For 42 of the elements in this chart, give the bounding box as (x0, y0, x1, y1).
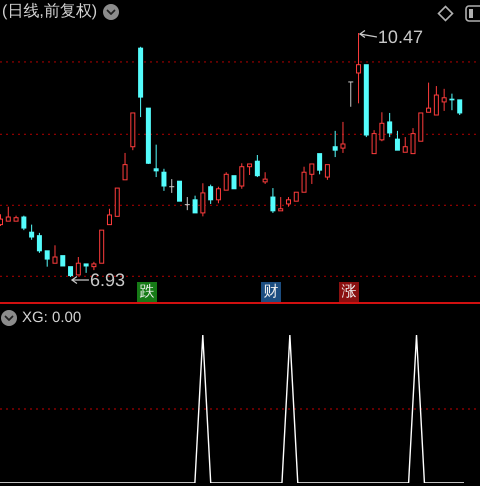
text: 涨 (339, 282, 359, 302)
candlestick (114, 188, 120, 217)
candlestick (6, 206, 11, 222)
candlestick (122, 152, 128, 180)
candlestick (184, 196, 190, 211)
candlestick (394, 130, 400, 151)
candlestick (29, 224, 34, 240)
candlestick (418, 112, 424, 142)
candlestick (317, 153, 322, 175)
candlestick (294, 192, 299, 202)
candlestick (410, 128, 416, 154)
candlestick (434, 86, 439, 116)
candlestick (192, 195, 198, 214)
candlestick (449, 93, 454, 111)
candlestick (302, 166, 307, 193)
candlestick (309, 163, 314, 184)
candlestick (84, 263, 89, 274)
candlestick (402, 136, 408, 153)
chart-title: XG: 0.00 (22, 309, 82, 327)
candlestick (232, 175, 236, 190)
candlestick (99, 230, 104, 264)
candlestick (356, 33, 362, 104)
chart-title: (日线,前复权) (2, 3, 98, 21)
candlestick (68, 266, 74, 277)
candlestick (224, 172, 229, 191)
candlestick (324, 164, 330, 180)
candlestick (278, 196, 284, 212)
text: 跌 (137, 282, 157, 302)
candlestick (177, 180, 182, 202)
candlestick (340, 121, 346, 154)
annotation: 10.47 (378, 27, 423, 47)
candlestick (247, 163, 252, 176)
candlestick (426, 82, 432, 113)
candlestick (169, 178, 174, 194)
candlestick (442, 88, 447, 112)
text: 财 (261, 282, 281, 302)
candlestick (60, 255, 66, 266)
candlestick (332, 130, 338, 158)
candlestick (52, 244, 58, 264)
candlestick (44, 250, 50, 268)
annotation: 6.93 (90, 270, 125, 290)
candlestick (348, 81, 354, 108)
